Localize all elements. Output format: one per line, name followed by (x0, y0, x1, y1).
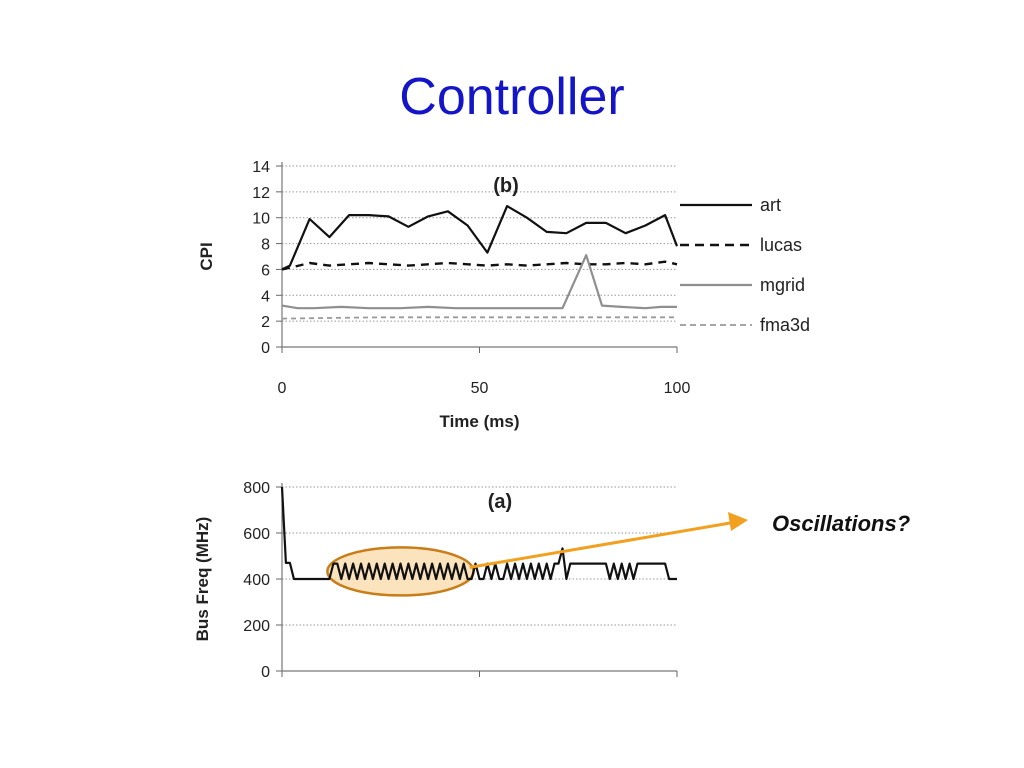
arrow-line (469, 520, 737, 569)
arrow-head (728, 512, 748, 531)
oscillation-callout: Oscillations? (469, 511, 910, 569)
y-tick-label: 2 (261, 314, 270, 331)
series-line-bus-freq (280, 486, 677, 581)
legend-label-art: art (760, 195, 781, 215)
y-axis-title: CPI (197, 242, 216, 270)
y-tick-label: 12 (252, 185, 270, 202)
y-tick-label: 800 (243, 480, 270, 497)
cpi-chart: 0 2 4 6 8 10 12 14 0 50 100 Time (ms) CPI (b) art lucas… (197, 159, 810, 431)
legend-label-fma3d: fma3d (760, 315, 810, 335)
legend-label-lucas: lucas (760, 235, 802, 255)
series-line-art (281, 205, 679, 271)
y-tick-label: 6 (261, 262, 270, 279)
x-tick-label: 50 (471, 380, 489, 397)
series-line-fma3d (281, 316, 677, 320)
y-tick-label: 8 (261, 237, 270, 254)
y-tick-label: 200 (243, 618, 270, 635)
panel-label: (b) (493, 175, 519, 197)
y-axis-title: Bus Freq (MHz) (193, 517, 212, 642)
legend-label-mgrid: mgrid (760, 275, 805, 295)
y-tick-label: 0 (261, 340, 270, 357)
x-tick-label: 0 (278, 380, 287, 397)
highlight-ellipse (326, 546, 475, 597)
series-line-lucas (281, 260, 678, 271)
y-tick-label: 10 (252, 211, 270, 228)
y-tick-label: 600 (243, 526, 270, 543)
series-line-mgrid (281, 254, 677, 310)
y-tick-label: 400 (243, 572, 270, 589)
y-tick-label: 14 (252, 159, 270, 176)
y-tick-label: 4 (261, 288, 270, 305)
panel-label: (a) (488, 491, 512, 513)
y-tick-label: 0 (261, 664, 270, 681)
oscillations-label: Oscillations? (772, 511, 910, 536)
slide-title: Controller (399, 68, 625, 126)
bus-freq-chart: 0 200 400 600 800 Bus Freq (MHz) (a) (193, 480, 678, 681)
x-tick-label: 100 (664, 380, 691, 397)
x-axis-title: Time (ms) (440, 412, 520, 431)
